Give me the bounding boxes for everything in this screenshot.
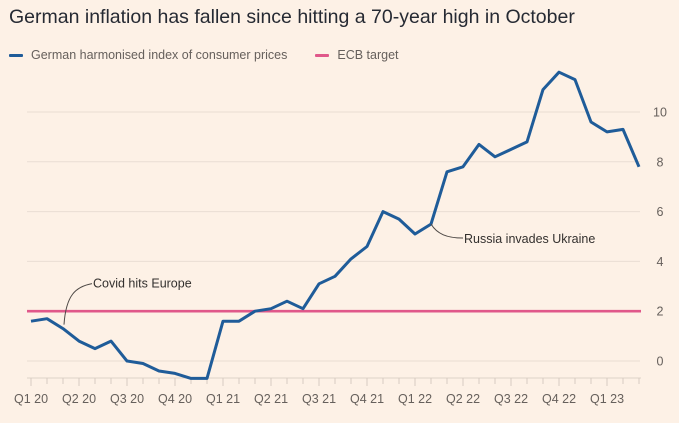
x-tick-label: Q1 22: [398, 392, 432, 406]
y-tick-label: 2: [657, 305, 664, 319]
x-tick-label: Q2 22: [446, 392, 480, 406]
x-tick-label: Q4 21: [350, 392, 384, 406]
annotation-connector-covid: [63, 283, 93, 325]
annotation-covid: Covid hits Europe: [93, 277, 192, 291]
y-tick-label: 6: [657, 205, 664, 219]
y-tick-label: 0: [657, 355, 664, 369]
legend-item-ecb: ECB target: [315, 48, 399, 62]
x-tick-label: Q2 20: [62, 392, 96, 406]
y-tick-label: 4: [657, 255, 664, 269]
x-tick-label: Q4 20: [158, 392, 192, 406]
gridlines: [27, 111, 640, 362]
legend-label-ecb: ECB target: [337, 48, 399, 62]
chart-title: German inflation has fallen since hittin…: [9, 6, 575, 28]
annotations: Covid hits Europe Russia invades Ukraine: [63, 223, 595, 325]
series-line-hicp: [30, 70, 641, 380]
y-axis-ticks: 0 2 4 6 8 10: [653, 106, 667, 369]
x-tick-label: Q3 21: [302, 392, 336, 406]
series-lines: [27, 70, 641, 380]
legend-label-hicp: German harmonised index of consumer pric…: [31, 48, 288, 62]
x-axis: Q1 20 Q2 20 Q3 20 Q4 20 Q1 21 Q2 21 Q3 21 Q4 21…: [14, 377, 641, 406]
x-tick-label: Q3 22: [494, 392, 528, 406]
legend: German harmonised index of consumer pric…: [9, 48, 427, 62]
x-tick-label: Q4 22: [542, 392, 576, 406]
y-tick-label: 8: [657, 155, 664, 169]
x-tick-label: Q1 23: [590, 392, 624, 406]
y-tick-label: 10: [653, 106, 667, 120]
x-tick-label: Q1 20: [14, 392, 48, 406]
annotation-connector-russia: [430, 223, 464, 239]
legend-item-hicp: German harmonised index of consumer pric…: [9, 48, 287, 62]
x-tick-label: Q3 20: [110, 392, 144, 406]
x-tick-label: Q1 21: [206, 392, 240, 406]
annotation-russia: Russia invades Ukraine: [464, 232, 595, 246]
legend-swatch-ecb: [315, 53, 330, 57]
x-tick-label: Q2 21: [254, 392, 288, 406]
legend-swatch-hicp: [9, 53, 23, 57]
